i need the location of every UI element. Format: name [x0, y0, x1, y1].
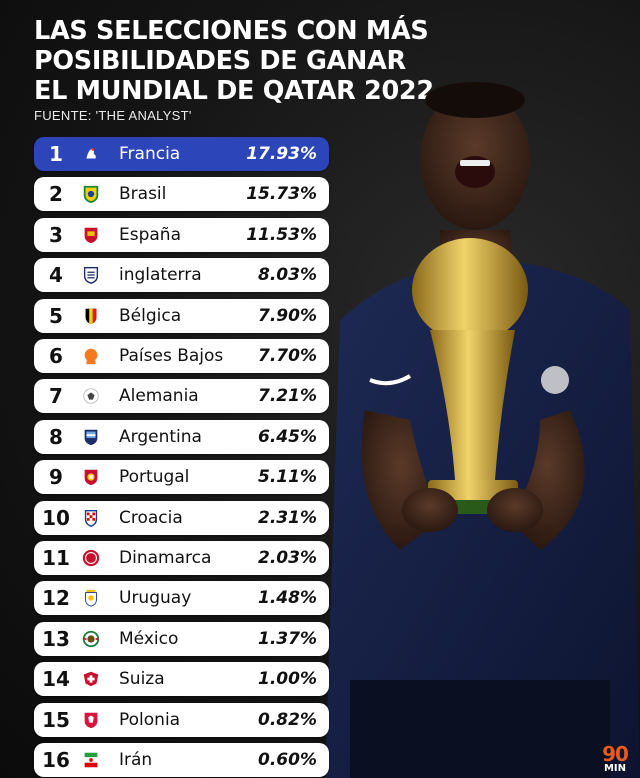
rank-number: 6 [49, 344, 63, 368]
win-probability: 2.03% [258, 548, 317, 568]
iran-crest-icon [80, 749, 102, 771]
country-name: Brasil [119, 184, 167, 205]
ranking-row: 8 Argentina 6.45% [34, 419, 329, 454]
win-probability: 17.93% [246, 144, 317, 164]
win-probability: 2.31% [258, 507, 317, 528]
title-line-2: POSIBILIDADES DE GANAR [34, 46, 406, 76]
poland-crest-icon [80, 709, 102, 731]
country-name: Alemania [119, 386, 199, 407]
win-probability: 5.11% [258, 467, 317, 488]
logo-word: MIN [603, 763, 627, 774]
rank-number: 4 [49, 263, 63, 288]
ranking-row: 1 Francia 17.93% [34, 137, 329, 171]
source-label: FUENTE: 'THE ANALYST' [34, 108, 192, 123]
brazil-crest-icon [80, 183, 102, 205]
mexico-crest-icon [80, 628, 102, 650]
rooster-crest-icon [80, 143, 102, 165]
rank-number: 10 [42, 505, 70, 530]
logo-number: 90 [602, 742, 629, 766]
country-name: Polonia [119, 709, 181, 730]
country-name: España [119, 224, 181, 245]
ranking-row: 14 Suiza 1.00% [34, 662, 329, 697]
rank-number: 9 [49, 465, 63, 490]
ranking-row: 10 Croacia 2.31% [34, 500, 329, 535]
ranking-row: 16 Irán 0.60% [34, 743, 329, 777]
ranking-row: 2 Brasil 15.73% [34, 177, 329, 212]
switzerland-crest-icon [80, 668, 102, 690]
ranking-row: 12 Uruguay 1.48% [34, 581, 329, 616]
rank-number: 8 [49, 424, 63, 449]
ranking-row: 3 España 11.53% [34, 217, 329, 252]
ranking-row: 15 Polonia 0.82% [34, 702, 329, 737]
win-probability: 1.00% [258, 669, 317, 690]
rank-number: 2 [49, 182, 63, 207]
country-name: Dinamarca [119, 548, 212, 568]
rank-number: 7 [49, 384, 63, 409]
spain-crest-icon [80, 224, 102, 246]
country-name: Irán [119, 750, 153, 770]
title-line-1: LAS SELECCIONES CON MÁS [34, 16, 429, 46]
win-probability: 0.60% [258, 750, 317, 770]
player-with-trophy-image [325, 82, 640, 778]
win-probability: 11.53% [246, 224, 317, 245]
win-probability: 7.21% [258, 386, 317, 407]
rank-number: 15 [42, 707, 70, 732]
country-name: Bélgica [119, 305, 182, 326]
ranking-row: 4 inglaterra 8.03% [34, 258, 329, 293]
country-name: Portugal [119, 467, 190, 488]
argentina-crest-icon [80, 426, 102, 448]
croatia-crest-icon [80, 507, 102, 529]
page-title: LAS SELECCIONES CON MÁS POSIBILIDADES DE… [34, 16, 434, 106]
win-probability: 7.90% [258, 305, 317, 326]
rank-number: 14 [42, 667, 70, 692]
country-name: Suiza [119, 669, 165, 690]
country-name: Uruguay [119, 588, 192, 609]
rank-number: 3 [49, 222, 63, 247]
rank-number: 1 [49, 142, 63, 166]
country-name: inglaterra [119, 265, 202, 286]
country-name: Argentina [119, 426, 202, 447]
country-name: Países Bajos [119, 346, 224, 366]
netherlands-crest-icon [80, 345, 102, 367]
rank-number: 5 [49, 303, 63, 328]
win-probability: 1.48% [258, 588, 317, 609]
belgium-crest-icon [80, 305, 102, 327]
ranking-row: 7 Alemania 7.21% [34, 379, 329, 414]
90min-logo: 90 MIN [598, 744, 632, 774]
win-probability: 6.45% [258, 426, 317, 447]
ranking-row: 5 Bélgica 7.90% [34, 298, 329, 333]
ranking-row: 11 Dinamarca 2.03% [34, 541, 329, 575]
portugal-crest-icon [80, 466, 102, 488]
ranking-row: 13 México 1.37% [34, 621, 329, 656]
win-probability: 7.70% [258, 346, 317, 366]
country-name: Francia [119, 144, 181, 164]
country-name: México [119, 628, 179, 649]
england-crest-icon [80, 264, 102, 286]
win-probability: 0.82% [258, 709, 317, 730]
title-line-3: EL MUNDIAL DE QATAR 2022 [34, 76, 434, 106]
win-probability: 8.03% [258, 265, 317, 286]
ranking-row: 6 Países Bajos 7.70% [34, 339, 329, 373]
rank-number: 16 [42, 748, 70, 772]
rank-number: 11 [42, 546, 70, 570]
win-probability: 1.37% [258, 628, 317, 649]
rank-number: 13 [42, 626, 70, 651]
rank-number: 12 [42, 586, 70, 611]
ranking-row: 9 Portugal 5.11% [34, 460, 329, 495]
denmark-crest-icon [80, 547, 102, 569]
germany-crest-icon [80, 385, 102, 407]
win-probability: 15.73% [246, 184, 317, 205]
country-name: Croacia [119, 507, 183, 528]
uruguay-crest-icon [80, 587, 102, 609]
